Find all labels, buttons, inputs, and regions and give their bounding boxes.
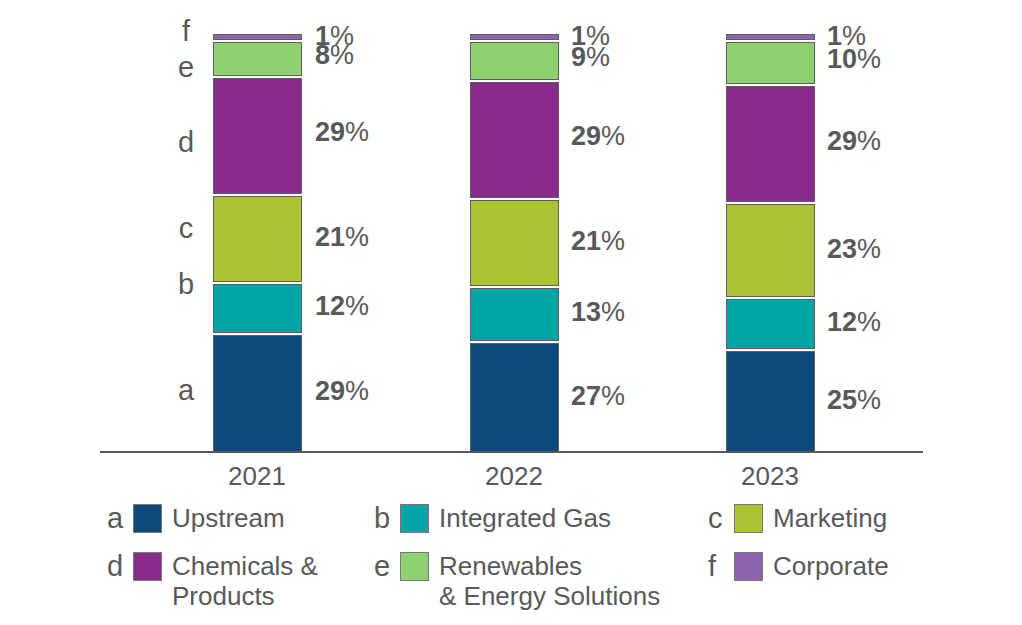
bar-segment-a-2021	[213, 335, 302, 452]
x-axis-line	[100, 451, 923, 453]
year-label-2021: 2021	[228, 461, 286, 491]
bar-segment-c-2021	[213, 196, 302, 281]
percent-label-a-2023: 25%	[827, 386, 881, 414]
legend-key-letter-c: c	[708, 503, 734, 533]
legend-key-letter-f: f	[708, 551, 734, 581]
percent-label-e-2023: 10%	[827, 45, 881, 73]
percent-label-e-2022: 9%	[571, 43, 610, 71]
percent-label-c-2023: 23%	[827, 235, 881, 263]
percent-label-e-2021: 8%	[315, 41, 354, 69]
bar-segment-e-2021	[213, 42, 302, 76]
legend-label-e: Renewables& Energy Solutions	[439, 551, 660, 611]
percent-label-b-2023: 12%	[827, 308, 881, 336]
legend-item-d: d Chemicals &Products	[107, 551, 318, 611]
bar-segment-b-2022	[470, 288, 559, 341]
bar-segment-f-2021	[213, 34, 302, 40]
bar-segment-c-2023	[726, 204, 815, 297]
bar-segment-a-2022	[470, 343, 559, 452]
percent-label-a-2021: 29%	[315, 377, 369, 405]
legend-key-letter-e: e	[374, 551, 400, 581]
bar-segment-b-2023	[726, 299, 815, 349]
legend-key-letter-b: b	[374, 503, 400, 533]
bar-segment-f-2023	[726, 34, 815, 40]
legend-label-d: Chemicals &Products	[172, 551, 318, 611]
percent-label-d-2021: 29%	[315, 118, 369, 146]
bar-segment-c-2022	[470, 200, 559, 285]
legend-swatch-b	[400, 504, 429, 533]
percent-label-a-2022: 27%	[571, 382, 625, 410]
legend-label-c: Marketing	[773, 503, 887, 533]
legend-label-a: Upstream	[172, 503, 285, 533]
legend-key-letter-a: a	[107, 503, 133, 533]
year-label-2022: 2022	[485, 461, 543, 491]
percent-label-b-2021: 12%	[315, 292, 369, 320]
bar-segment-f-2022	[470, 34, 559, 40]
legend-swatch-c	[734, 504, 763, 533]
bar-segment-e-2022	[470, 42, 559, 80]
legend-item-f: f Corporate	[708, 551, 889, 581]
legend-label-b: Integrated Gas	[439, 503, 611, 533]
chart-canvas: fedcba 1%8%29%21%12%29%1%9%29%21%13%27%1…	[0, 0, 1022, 625]
legend-item-c: c Marketing	[708, 503, 887, 533]
percent-label-d-2022: 29%	[571, 122, 625, 150]
segment-key-letter-b: b	[178, 269, 194, 299]
bar-2022	[470, 34, 559, 452]
legend-item-b: b Integrated Gas	[374, 503, 611, 533]
legend-swatch-e	[400, 552, 429, 581]
legend-swatch-d	[133, 552, 162, 581]
bar-2021	[213, 34, 302, 452]
year-label-2023: 2023	[741, 461, 799, 491]
percent-label-b-2022: 13%	[571, 298, 625, 326]
segment-key-letter-f: f	[182, 16, 190, 46]
bar-segment-d-2022	[470, 82, 559, 199]
legend-item-e: e Renewables& Energy Solutions	[374, 551, 660, 611]
segment-key-letter-a: a	[178, 375, 194, 405]
segment-key-letter-c: c	[179, 213, 194, 243]
legend-swatch-a	[133, 504, 162, 533]
percent-label-c-2022: 21%	[571, 227, 625, 255]
bar-segment-d-2023	[726, 86, 815, 203]
bar-segment-b-2021	[213, 284, 302, 334]
bar-segment-d-2021	[213, 78, 302, 195]
segment-key-letter-d: d	[178, 127, 194, 157]
segment-key-letter-e: e	[178, 52, 194, 82]
legend-item-a: a Upstream	[107, 503, 285, 533]
bar-segment-a-2023	[726, 351, 815, 452]
percent-label-d-2023: 29%	[827, 127, 881, 155]
legend-swatch-f	[734, 552, 763, 581]
percent-label-c-2021: 21%	[315, 223, 369, 251]
bar-2023	[726, 34, 815, 452]
legend-key-letter-d: d	[107, 551, 133, 581]
bar-segment-e-2023	[726, 42, 815, 84]
legend-label-f: Corporate	[773, 551, 889, 581]
